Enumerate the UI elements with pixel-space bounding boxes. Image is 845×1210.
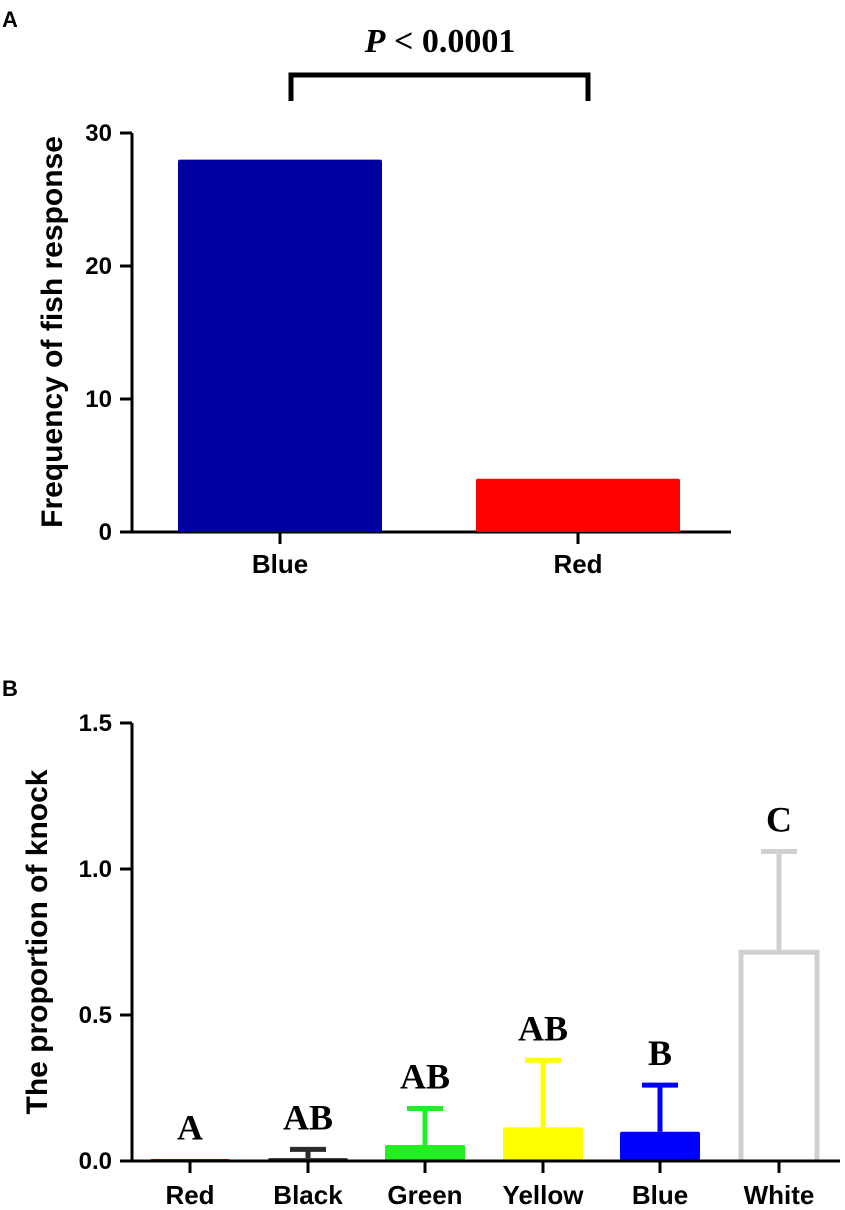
panel-b-label: B xyxy=(2,676,18,701)
bar-yellow xyxy=(503,1127,583,1161)
x-tick-label-blue: Blue xyxy=(252,549,308,579)
group-letter-red: A xyxy=(177,1108,203,1148)
y-axis-title-a: Frequency of fish response xyxy=(36,136,69,528)
group-letter-green: AB xyxy=(400,1056,450,1096)
bar-green xyxy=(385,1144,465,1161)
chart-a: 0 10 20 30 Blue Red Frequency of fish response xyxy=(36,120,731,579)
x-tick-label-blue: Blue xyxy=(632,1180,688,1210)
x-tick-label-green: Green xyxy=(387,1180,462,1210)
chart-b: A Red AB Black AB Green AB Yellow B Blue C White 0.0… xyxy=(21,710,840,1210)
y-tick-label-a: 30 xyxy=(85,120,112,147)
group-letter-yellow: AB xyxy=(518,1008,568,1048)
bar-blue xyxy=(178,159,382,532)
y-tick-label-a: 20 xyxy=(85,253,112,280)
x-tick-label-red: Red xyxy=(553,549,602,579)
x-tick-label-white: White xyxy=(744,1180,815,1210)
y-axis-title-b: The proportion of knock xyxy=(21,769,54,1114)
x-tick-label-red: Red xyxy=(165,1180,214,1210)
significance-bracket xyxy=(288,72,591,101)
group-letter-white: C xyxy=(766,799,792,839)
bar-blue xyxy=(620,1131,700,1161)
p-value-annotation: P < 0.0001 xyxy=(364,23,516,60)
p-threshold: < 0.0001 xyxy=(385,23,515,60)
y-tick-label-a: 0 xyxy=(99,519,112,546)
y-tick-label-b: 0.5 xyxy=(79,1002,112,1029)
y-tick-label-b: 1.5 xyxy=(79,710,112,737)
x-tick-label-black: Black xyxy=(273,1180,343,1210)
bar-red xyxy=(476,478,680,532)
x-tick-label-yellow: Yellow xyxy=(503,1180,585,1210)
group-letter-black: AB xyxy=(283,1097,333,1137)
p-symbol: P xyxy=(364,23,386,60)
panel-a-label: A xyxy=(2,7,18,32)
group-letter-blue: B xyxy=(648,1033,672,1073)
y-tick-label-b: 0.0 xyxy=(79,1148,112,1175)
y-tick-label-a: 10 xyxy=(85,386,112,413)
y-tick-label-b: 1.0 xyxy=(79,856,112,883)
bar-white xyxy=(738,949,820,1161)
